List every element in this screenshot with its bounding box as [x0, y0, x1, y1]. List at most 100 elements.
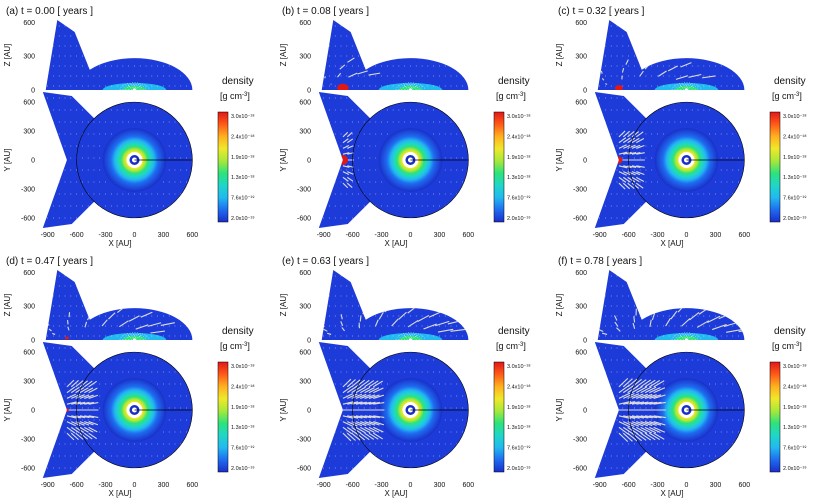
xz-dot: [357, 75, 359, 77]
xz-dot: [398, 315, 400, 317]
xy-dot: [404, 205, 406, 207]
xy-dot: [99, 443, 101, 445]
xz-dot: [386, 45, 388, 47]
xy-dot: [145, 371, 147, 373]
xz-dot: [444, 55, 446, 57]
xy-dot: [392, 193, 394, 195]
xz-flow-arrow: [605, 83, 608, 85]
xz-dot: [462, 55, 463, 57]
xy-dot: [410, 109, 411, 111]
xy-dot: [163, 193, 164, 195]
xz-dot: [381, 75, 382, 77]
xy-dot: [375, 383, 377, 385]
xy-dot: [369, 455, 371, 457]
xy-dot: [732, 133, 734, 135]
xy-dot: [398, 97, 400, 99]
xy-outline: [76, 351, 193, 469]
xz-dot: [404, 295, 406, 297]
xz-field: [597, 270, 745, 340]
xy-dot: [174, 407, 176, 409]
xz-clump: [337, 83, 349, 90]
xy-flow-arrow: [88, 402, 99, 405]
y-tick-label: 0: [583, 408, 587, 415]
xz-flow-arrow: [670, 310, 678, 320]
xz-dot: [610, 65, 612, 67]
xy-dot: [47, 217, 49, 219]
xy-flow-arrow: [640, 386, 652, 394]
xz-dot: [610, 275, 612, 277]
xz-dot: [427, 55, 429, 57]
xy-dot: [732, 395, 734, 397]
xy-dot: [53, 347, 54, 349]
xz-background: [597, 20, 745, 90]
xz-dot: [703, 65, 705, 67]
xz-dot: [398, 25, 400, 27]
xy-dot: [58, 109, 60, 111]
xz-disk: [102, 333, 167, 340]
xz-dot: [444, 85, 446, 87]
xz-dot: [346, 305, 348, 307]
xy-dot: [174, 169, 176, 171]
xz-dot: [53, 305, 54, 307]
xy-dot: [323, 145, 325, 147]
xz-dot: [421, 45, 423, 47]
xy-dot: [622, 157, 624, 159]
xz-dot: [174, 45, 176, 47]
xy-flow-arrow: [627, 385, 639, 394]
xz-dot: [398, 55, 400, 57]
xy-dot: [421, 97, 423, 99]
xy-dot: [99, 169, 101, 171]
xy-field: [318, 342, 469, 478]
xy-dot: [134, 109, 135, 111]
xz-dot: [633, 335, 635, 337]
x-axis-label: X [AU]: [384, 239, 407, 248]
xy-flow-arrow: [653, 415, 666, 419]
xy-dot: [70, 97, 72, 99]
xy-dot: [616, 371, 618, 373]
xy-dot: [628, 169, 629, 171]
xy-dot: [404, 347, 406, 349]
xz-dot: [674, 295, 676, 297]
xy-dot: [70, 431, 72, 433]
xy-dot: [76, 443, 77, 445]
xy-dot: [639, 467, 641, 469]
xy-flow-arrow: [342, 432, 352, 442]
xy-dot: [720, 467, 722, 469]
xy-dot: [439, 455, 440, 457]
xz-dot: [357, 25, 359, 27]
xz-dot: [340, 285, 342, 287]
xy-dot: [329, 407, 330, 409]
xy-flow-arrow: [351, 379, 361, 388]
xy-flow-arrow: [71, 393, 81, 399]
xy-dot: [363, 97, 365, 99]
xy-dot: [191, 205, 193, 207]
xy-dot: [709, 443, 711, 445]
xy-dot: [168, 181, 170, 183]
xy-dot: [427, 121, 429, 123]
xy-dot: [732, 181, 734, 183]
xy-dot: [81, 193, 83, 195]
xz-dot: [81, 85, 83, 87]
z-tick-label: 600: [299, 270, 311, 277]
xz-dot: [369, 55, 371, 57]
xy-dot: [743, 443, 745, 445]
xz-dot: [157, 285, 159, 287]
xy-dot: [70, 407, 72, 409]
xy-dot: [105, 455, 106, 457]
colorbar-tick-label: 1.3x10⁻¹⁸: [231, 424, 255, 431]
xz-dot: [686, 295, 687, 297]
xz-dot: [369, 65, 371, 67]
xz-dot: [81, 325, 83, 327]
xz-dot: [352, 65, 353, 67]
xz-dot: [99, 315, 101, 317]
xy-dot: [340, 97, 342, 99]
xy-dot: [433, 359, 435, 361]
xy-dot: [392, 371, 394, 373]
xy-dot: [329, 455, 330, 457]
xy-dot: [467, 371, 469, 373]
xy-dot: [163, 443, 164, 445]
xy-dot: [668, 371, 670, 373]
xy-dot: [444, 121, 446, 123]
xz-flow-arrow: [633, 316, 636, 323]
xz-flow-arrow: [341, 327, 346, 332]
